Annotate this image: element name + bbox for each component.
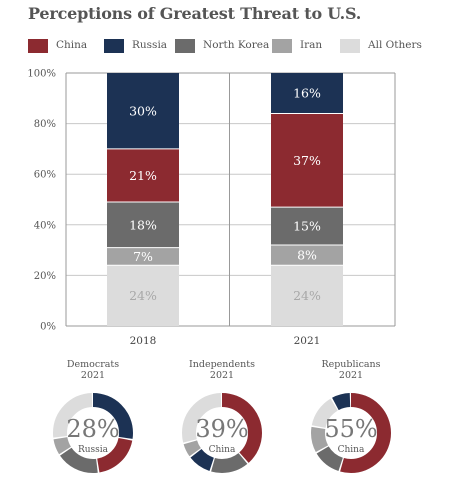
donut-title: Republicans	[321, 359, 381, 370]
x-tick-label: 2018	[130, 335, 157, 347]
donut-slice-north-korea	[53, 393, 133, 473]
stacked-bar-chart: 0% 20% 40% 60% 80% 100% 24% 7% 18% 21% 30% 2018 24% 8…	[27, 69, 396, 347]
legend-label-north-korea: North Korea	[203, 39, 270, 51]
legend-swatch-all-others	[340, 39, 360, 53]
y-tick-label: 80%	[34, 119, 56, 130]
bar-segment-china-2021	[271, 113, 343, 208]
data-label-iran-2018: 7%	[133, 249, 153, 264]
data-label-north-korea-2021: 15%	[293, 219, 321, 234]
data-label-all-others-2018: 24%	[129, 288, 157, 303]
donut-democrats: Democrats 2021 28% Russia	[33, 359, 153, 489]
bar-segment-north-korea-2018	[107, 202, 179, 248]
donut-slice-china	[182, 393, 262, 473]
bar-segment-iran-2021	[271, 245, 343, 266]
donut-chart-republicans: 55% China	[311, 393, 391, 473]
bar-segment-china-2018	[107, 148, 179, 203]
data-label-all-others-2021: 24%	[293, 288, 321, 303]
donut-center-value: 39%	[195, 415, 248, 443]
donut-center-value: 55%	[324, 415, 377, 443]
legend-label-russia: Russia	[132, 39, 168, 51]
donut-center-label: Russia	[78, 445, 109, 455]
donut-slice-all-others	[182, 393, 262, 473]
bar-segment-russia-2021	[271, 73, 343, 114]
data-label-iran-2021: 8%	[297, 248, 317, 263]
donut-subtitle: 2021	[209, 370, 235, 381]
y-tick-label: 60%	[34, 170, 56, 181]
legend-label-iran: Iran	[300, 39, 323, 51]
bar-segment-north-korea-2021	[271, 207, 343, 246]
data-label-russia-2021: 16%	[293, 86, 321, 101]
donut-title: Democrats	[66, 359, 120, 370]
donut-center-label: China	[209, 445, 236, 455]
donut-subtitle: 2021	[80, 370, 106, 381]
x-tick-label: 2021	[294, 335, 321, 347]
legend-swatch-north-korea	[175, 39, 195, 53]
donut-slice-iran	[311, 393, 391, 473]
y-tick-label: 40%	[34, 220, 56, 231]
donut-slice-china	[311, 393, 391, 473]
bar-segment-all-others-2018	[107, 265, 179, 326]
donut-chart-independents: 39% China	[182, 393, 262, 473]
donut-slice-all-others	[53, 393, 133, 473]
y-tick-label: 0%	[40, 322, 56, 333]
legend-swatch-iran	[272, 39, 292, 53]
legend-swatch-russia	[104, 39, 124, 53]
donut-title: Independents	[189, 359, 255, 370]
legend: China Russia North Korea Iran All Others	[28, 37, 448, 57]
data-label-north-korea-2018: 18%	[129, 217, 157, 232]
bar-segment-russia-2018	[107, 73, 179, 149]
legend-label-china: China	[56, 39, 88, 51]
data-label-china-2021: 37%	[293, 153, 321, 168]
bar-segment-iran-2018	[107, 247, 179, 266]
legend-label-all-others: All Others	[368, 39, 422, 51]
donut-slice-north-korea	[182, 393, 262, 473]
legend-swatch-china	[28, 39, 48, 53]
donut-center-label: China	[338, 445, 365, 455]
bar-segment-all-others-2021	[271, 265, 343, 326]
donut-chart-democrats: 28% Russia	[53, 393, 133, 473]
donut-subtitle: 2021	[338, 370, 364, 381]
y-tick-label: 20%	[34, 271, 56, 282]
donut-independents: Independents 2021 39% China	[162, 359, 282, 489]
donut-republicans: Republicans 2021 55% China	[291, 359, 411, 489]
y-tick-label: 100%	[27, 69, 56, 80]
data-label-china-2018: 21%	[129, 168, 157, 183]
donut-center-value: 28%	[66, 415, 119, 443]
donut-slice-russia	[53, 393, 133, 473]
chart-title: Perceptions of Greatest Threat to U.S.	[28, 4, 362, 23]
data-label-russia-2018: 30%	[129, 103, 157, 118]
